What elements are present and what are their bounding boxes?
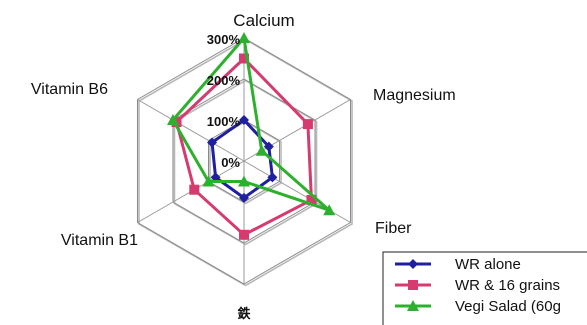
data-point	[210, 172, 221, 183]
data-point	[263, 141, 274, 152]
data-point	[239, 115, 249, 125]
axis-label: Vitamin B1	[61, 232, 138, 249]
data-point	[238, 32, 250, 43]
axis-label: Fiber	[375, 220, 412, 237]
data-point	[255, 144, 268, 156]
data-point	[302, 119, 313, 130]
axis-label: Vitamin B6	[31, 81, 108, 98]
data-point	[306, 194, 317, 205]
tick-label: 0%	[221, 155, 240, 170]
data-point	[189, 184, 200, 195]
data-point	[239, 229, 249, 240]
legend-label: WR alone	[455, 256, 521, 273]
data-point	[238, 175, 250, 187]
grid-spoke	[137, 99, 245, 162]
data-point	[239, 192, 249, 203]
data-point	[267, 172, 278, 183]
data-point	[207, 137, 218, 148]
axis-label: 鉄	[237, 306, 250, 321]
legend-label: WR & 16 grains	[455, 277, 560, 294]
tick-label: 200%	[207, 73, 241, 88]
data-point	[239, 53, 249, 64]
legend-marker	[408, 259, 418, 269]
legend-marker	[407, 300, 419, 311]
tick-label: 100%	[207, 114, 241, 129]
tick-label: 300%	[207, 32, 241, 47]
data-point	[202, 175, 215, 187]
grid-ring-shadow	[138, 38, 353, 287]
data-point	[166, 114, 179, 125]
legend-marker	[408, 280, 418, 290]
axis-label: Calcium	[233, 11, 294, 30]
data-point	[323, 204, 336, 216]
grid-spoke	[243, 160, 351, 223]
axis-label: Magnesium	[373, 87, 456, 104]
legend-label: Vegi Salad (60g	[455, 298, 561, 315]
